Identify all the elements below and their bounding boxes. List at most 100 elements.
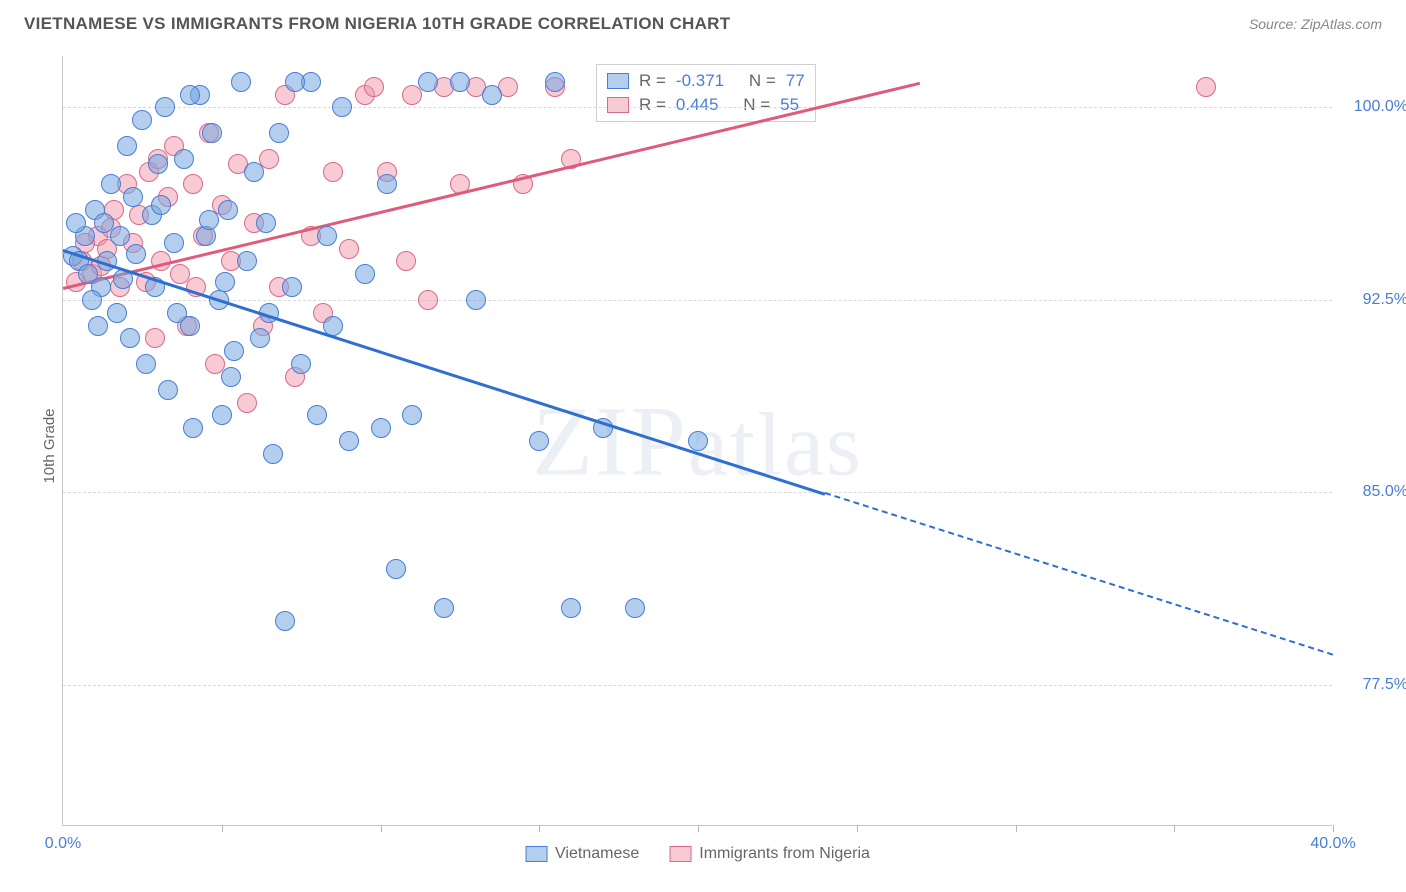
swatch-vietnamese — [607, 73, 629, 89]
data-point-vietnamese — [355, 264, 375, 284]
y-tick-label: 85.0% — [1363, 483, 1406, 501]
data-point-vietnamese — [402, 405, 422, 425]
data-point-vietnamese — [148, 154, 168, 174]
data-point-vietnamese — [269, 123, 289, 143]
data-point-vietnamese — [339, 431, 359, 451]
data-point-vietnamese — [218, 200, 238, 220]
data-point-vietnamese — [101, 174, 121, 194]
y-tick-label: 100.0% — [1354, 98, 1406, 116]
grid-line — [63, 685, 1332, 686]
data-point-vietnamese — [123, 187, 143, 207]
data-point-vietnamese — [180, 85, 200, 105]
data-point-vietnamese — [332, 97, 352, 117]
data-point-vietnamese — [466, 290, 486, 310]
data-point-vietnamese — [291, 354, 311, 374]
stats-row-vietnamese: R = -0.371 N = 77 — [607, 69, 805, 93]
data-point-vietnamese — [263, 444, 283, 464]
legend-item-vietnamese: Vietnamese — [525, 845, 639, 863]
data-point-vietnamese — [110, 226, 130, 246]
data-point-vietnamese — [545, 72, 565, 92]
data-point-vietnamese — [285, 72, 305, 92]
data-point-vietnamese — [434, 598, 454, 618]
data-point-vietnamese — [282, 277, 302, 297]
stats-row-nigeria: R = 0.445 N = 55 — [607, 93, 805, 117]
data-point-nigeria — [339, 239, 359, 259]
chart-source: Source: ZipAtlas.com — [1249, 16, 1382, 32]
data-point-vietnamese — [183, 418, 203, 438]
data-point-nigeria — [364, 77, 384, 97]
series-legend: Vietnamese Immigrants from Nigeria — [525, 845, 870, 863]
x-tick-label: 0.0% — [45, 835, 81, 853]
data-point-vietnamese — [561, 598, 581, 618]
data-point-vietnamese — [688, 431, 708, 451]
data-point-vietnamese — [224, 341, 244, 361]
data-point-vietnamese — [482, 85, 502, 105]
x-tick — [1016, 825, 1017, 832]
data-point-vietnamese — [371, 418, 391, 438]
data-point-vietnamese — [215, 272, 235, 292]
data-point-vietnamese — [120, 328, 140, 348]
x-tick-label: 40.0% — [1310, 835, 1355, 853]
data-point-vietnamese — [155, 97, 175, 117]
data-point-nigeria — [145, 328, 165, 348]
data-point-vietnamese — [126, 244, 146, 264]
data-point-vietnamese — [307, 405, 327, 425]
data-point-vietnamese — [418, 72, 438, 92]
x-tick — [539, 825, 540, 832]
swatch-vietnamese-icon — [525, 846, 547, 862]
data-point-vietnamese — [237, 251, 257, 271]
data-point-vietnamese — [202, 123, 222, 143]
data-point-vietnamese — [529, 431, 549, 451]
n-value-vietnamese: 77 — [786, 71, 805, 91]
data-point-vietnamese — [199, 210, 219, 230]
x-tick — [1333, 825, 1334, 832]
data-point-vietnamese — [136, 354, 156, 374]
data-point-vietnamese — [625, 598, 645, 618]
x-tick — [698, 825, 699, 832]
data-point-vietnamese — [377, 174, 397, 194]
data-point-vietnamese — [107, 303, 127, 323]
data-point-vietnamese — [167, 303, 187, 323]
data-point-vietnamese — [212, 405, 232, 425]
data-point-vietnamese — [82, 290, 102, 310]
data-point-nigeria — [1196, 77, 1216, 97]
data-point-vietnamese — [88, 316, 108, 336]
chart-header: VIETNAMESE VS IMMIGRANTS FROM NIGERIA 10… — [0, 0, 1406, 48]
swatch-nigeria-icon — [669, 846, 691, 862]
y-axis-label: 10th Grade — [41, 408, 58, 483]
data-point-nigeria — [259, 149, 279, 169]
r-value-vietnamese: -0.371 — [676, 71, 724, 91]
data-point-vietnamese — [221, 367, 241, 387]
data-point-nigeria — [396, 251, 416, 271]
data-point-vietnamese — [386, 559, 406, 579]
data-point-vietnamese — [164, 233, 184, 253]
grid-line — [63, 107, 1332, 108]
r-value-nigeria: 0.445 — [676, 95, 719, 115]
regression-line-vietnamese — [63, 249, 826, 495]
x-tick — [222, 825, 223, 832]
data-point-nigeria — [418, 290, 438, 310]
x-tick — [857, 825, 858, 832]
legend-item-nigeria: Immigrants from Nigeria — [669, 845, 870, 863]
data-point-nigeria — [183, 174, 203, 194]
data-point-vietnamese — [317, 226, 337, 246]
data-point-vietnamese — [132, 110, 152, 130]
y-tick-label: 92.5% — [1363, 291, 1406, 309]
data-point-vietnamese — [256, 213, 276, 233]
regression-line-vietnamese-extrapolated — [825, 492, 1334, 656]
y-tick-label: 77.5% — [1363, 676, 1406, 694]
data-point-vietnamese — [244, 162, 264, 182]
data-point-vietnamese — [66, 213, 86, 233]
data-point-nigeria — [237, 393, 257, 413]
data-point-vietnamese — [275, 611, 295, 631]
chart-title: VIETNAMESE VS IMMIGRANTS FROM NIGERIA 10… — [24, 14, 730, 34]
swatch-nigeria — [607, 97, 629, 113]
data-point-vietnamese — [117, 136, 137, 156]
grid-line — [63, 300, 1332, 301]
data-point-vietnamese — [450, 72, 470, 92]
data-point-vietnamese — [158, 380, 178, 400]
data-point-vietnamese — [151, 195, 171, 215]
x-tick — [381, 825, 382, 832]
data-point-vietnamese — [231, 72, 251, 92]
data-point-nigeria — [323, 162, 343, 182]
